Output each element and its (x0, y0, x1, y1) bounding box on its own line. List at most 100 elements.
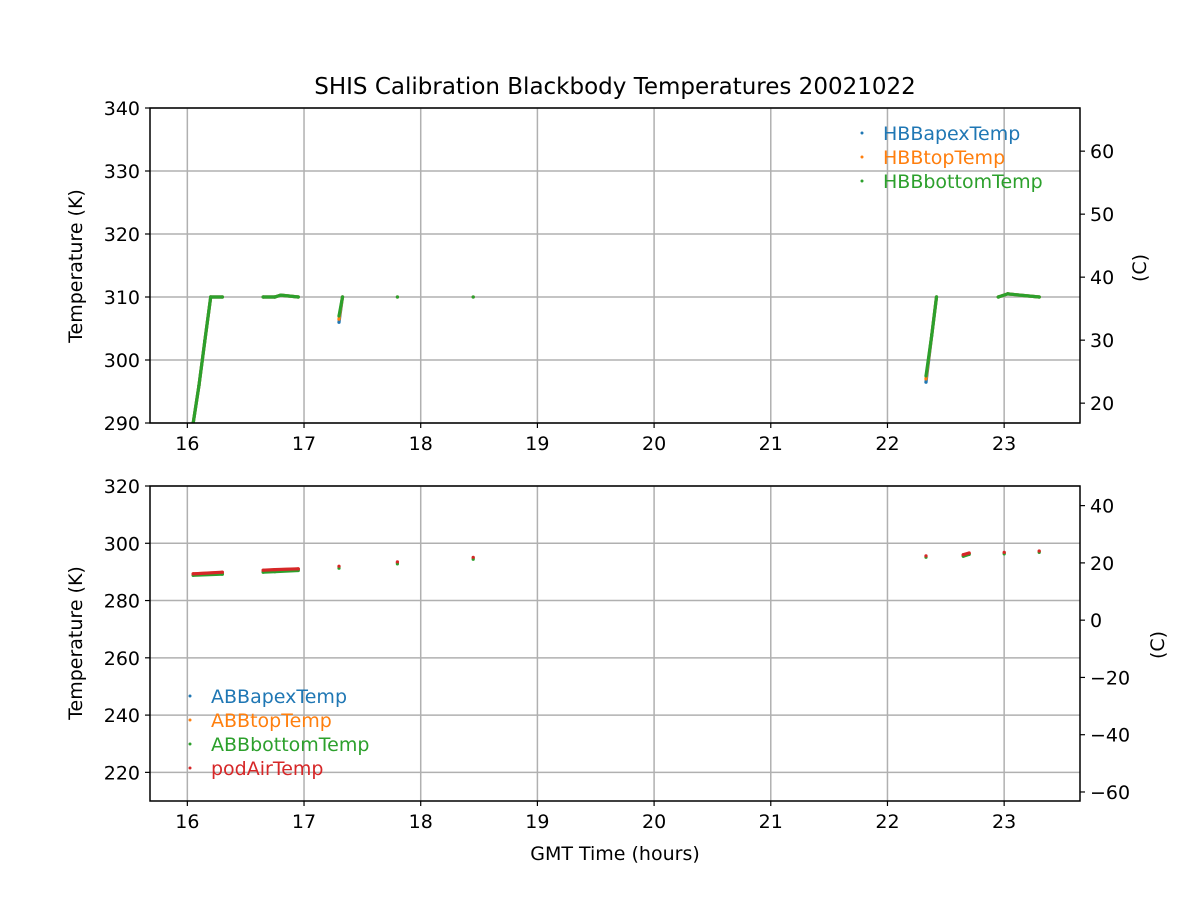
bottom-data-point (337, 564, 341, 568)
bottom-legend-entry: ABBapexTemp (188, 686, 347, 708)
top-x-axis: 16 17 18 19 20 21 22 23 (175, 423, 1016, 455)
top-legend-label: HBBbottomTemp (883, 171, 1043, 193)
top-x-tick-label: 16 (175, 433, 199, 455)
top-y-axis-label: Temperature (K) (65, 189, 87, 344)
bottom-y-tick-label: 300 (104, 533, 140, 555)
top-data-point (203, 339, 207, 343)
top-data-point (337, 320, 341, 324)
top-series-segment (197, 339, 207, 387)
top-x-tick-label: 19 (525, 433, 549, 455)
bottom-y-axis-right: −60 −40 −20 0 20 40 (1080, 496, 1130, 804)
top-series-segment (203, 295, 213, 343)
top-legend-marker (860, 179, 864, 183)
top-y2-axis-label: (C) (1129, 254, 1151, 282)
top-data-point (395, 295, 399, 299)
bottom-x-tick-label: 18 (409, 811, 433, 833)
top-data-point (1037, 295, 1041, 299)
top-x-tick-label: 23 (992, 433, 1016, 455)
top-y-tick-label: 340 (104, 98, 140, 120)
top-axes-frame (149, 107, 1081, 424)
bottom-x-tick-label: 19 (525, 811, 549, 833)
figure-title: SHIS Calibration Blackbody Temperatures … (314, 74, 916, 100)
top-data-point (261, 295, 265, 299)
bottom-legend: ABBapexTempABBtopTempABBbottomTemppodAir… (188, 686, 369, 780)
top-y-axis-left: 290 300 310 320 330 340 (104, 98, 150, 435)
bottom-y-axis-label: Temperature (K) (65, 566, 87, 721)
bottom-y2-tick-label: 40 (1090, 496, 1114, 518)
top-y-tick-label: 300 (104, 350, 140, 372)
bottom-x-tick-label: 17 (292, 811, 316, 833)
top-panel: 16 17 18 19 20 21 22 23 290 300 310 320 330 340 20 30… (65, 98, 1151, 455)
bottom-y2-axis-label: (C) (1147, 631, 1169, 659)
bottom-series-segment (273, 567, 300, 572)
top-series-segment (996, 292, 1010, 299)
bottom-x-axis-label: GMT Time (hours) (530, 843, 700, 865)
bottom-y2-tick-label: −40 (1090, 725, 1130, 747)
bottom-legend-label: ABBbottomTemp (211, 734, 369, 756)
bottom-data-point (273, 568, 277, 572)
bottom-legend-entry: ABBbottomTemp (188, 734, 369, 756)
top-x-tick-label: 20 (642, 433, 666, 455)
top-legend-marker (860, 131, 864, 135)
bottom-y2-tick-label: −20 (1090, 667, 1130, 689)
top-series-segment (279, 293, 300, 299)
top-series-segment (1006, 292, 1041, 299)
top-series-segment (337, 295, 345, 318)
top-data-point (924, 374, 928, 378)
top-x-tick-label: 21 (759, 433, 783, 455)
top-data-point (471, 295, 475, 299)
bottom-x-tick-label: 16 (175, 811, 199, 833)
bottom-series-layer (191, 549, 1041, 577)
bottom-y-tick-label: 240 (104, 705, 140, 727)
top-series-layer (191, 292, 1041, 423)
bottom-data-point (220, 570, 224, 574)
bottom-legend-label: ABBtopTemp (211, 710, 332, 732)
top-x-tick-label: 17 (292, 433, 316, 455)
top-y-tick-label: 290 (104, 413, 140, 435)
top-y2-tick-label: 60 (1090, 141, 1114, 163)
bottom-legend-marker (188, 694, 192, 698)
bottom-data-point (1037, 549, 1041, 553)
top-data-point (996, 295, 1000, 299)
top-y2-tick-label: 50 (1090, 204, 1114, 226)
top-y-tick-label: 330 (104, 161, 140, 183)
bottom-series-segment (261, 568, 277, 572)
top-data-point (197, 383, 201, 387)
top-series-HBBbottomTemp (191, 292, 1041, 423)
top-y-axis-right: 20 30 40 50 60 (1080, 141, 1114, 415)
top-legend-entry: HBBtopTemp (860, 147, 1005, 169)
bottom-data-point (261, 568, 265, 572)
top-data-point (930, 333, 934, 337)
top-y2-tick-label: 40 (1090, 267, 1114, 289)
bottom-y2-tick-label: −60 (1090, 782, 1130, 804)
top-data-point (924, 377, 928, 381)
top-data-point (934, 295, 939, 299)
bottom-data-point (961, 553, 965, 557)
top-y2-tick-label: 20 (1090, 393, 1114, 415)
bottom-y-tick-label: 320 (104, 476, 140, 498)
bottom-x-tick-label: 22 (875, 811, 899, 833)
bottom-legend-marker (188, 742, 192, 746)
bottom-legend-marker (188, 718, 192, 722)
top-data-point (296, 295, 300, 299)
top-y-tick-label: 310 (104, 287, 140, 309)
bottom-data-point (967, 551, 971, 555)
bottom-data-point (471, 555, 475, 559)
bottom-series-segment (273, 568, 300, 574)
bottom-axes-frame (149, 485, 1081, 802)
top-data-point (1006, 292, 1010, 296)
bottom-y-axis-left: 220 240 260 280 300 320 (104, 476, 150, 784)
bottom-legend-entry: podAirTemp (188, 758, 323, 780)
bottom-data-point (296, 567, 300, 571)
bottom-legend-entry: ABBtopTemp (188, 710, 332, 732)
bottom-x-tick-label: 21 (759, 811, 783, 833)
bottom-y2-tick-label: 20 (1090, 553, 1114, 575)
bottom-series-segment (191, 570, 224, 576)
top-y2-tick-label: 30 (1090, 330, 1114, 352)
top-data-point (340, 295, 345, 299)
top-data-point (273, 295, 277, 299)
